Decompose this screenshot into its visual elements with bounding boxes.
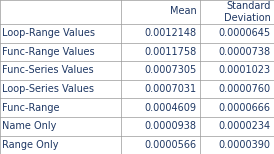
Text: 0.0012148: 0.0012148 — [145, 28, 197, 38]
Text: Func-Series Values: Func-Series Values — [2, 65, 94, 75]
Text: 0.0000738: 0.0000738 — [219, 47, 271, 57]
Text: 0.0000760: 0.0000760 — [219, 84, 271, 94]
Text: Loop-Series Values: Loop-Series Values — [2, 84, 94, 94]
Text: 0.0007305: 0.0007305 — [144, 65, 197, 75]
Text: 0.0011758: 0.0011758 — [144, 47, 197, 57]
Text: Func-Range: Func-Range — [2, 103, 60, 113]
Text: Func-Range Values: Func-Range Values — [2, 47, 95, 57]
Text: 0.0007031: 0.0007031 — [145, 84, 197, 94]
Text: 0.0000234: 0.0000234 — [219, 121, 271, 131]
Text: Name Only: Name Only — [2, 121, 56, 131]
Text: 0.0001023: 0.0001023 — [219, 65, 271, 75]
Text: Standard
Deviation: Standard Deviation — [224, 1, 271, 23]
Text: 0.0000645: 0.0000645 — [219, 28, 271, 38]
Text: Mean: Mean — [170, 6, 197, 16]
Text: 0.0000666: 0.0000666 — [219, 103, 271, 113]
Text: 0.0000390: 0.0000390 — [219, 140, 271, 150]
Text: 0.0000938: 0.0000938 — [145, 121, 197, 131]
Text: 0.0000566: 0.0000566 — [145, 140, 197, 150]
Text: 0.0004609: 0.0004609 — [145, 103, 197, 113]
Text: Range Only: Range Only — [2, 140, 59, 150]
Text: Loop-Range Values: Loop-Range Values — [2, 28, 95, 38]
